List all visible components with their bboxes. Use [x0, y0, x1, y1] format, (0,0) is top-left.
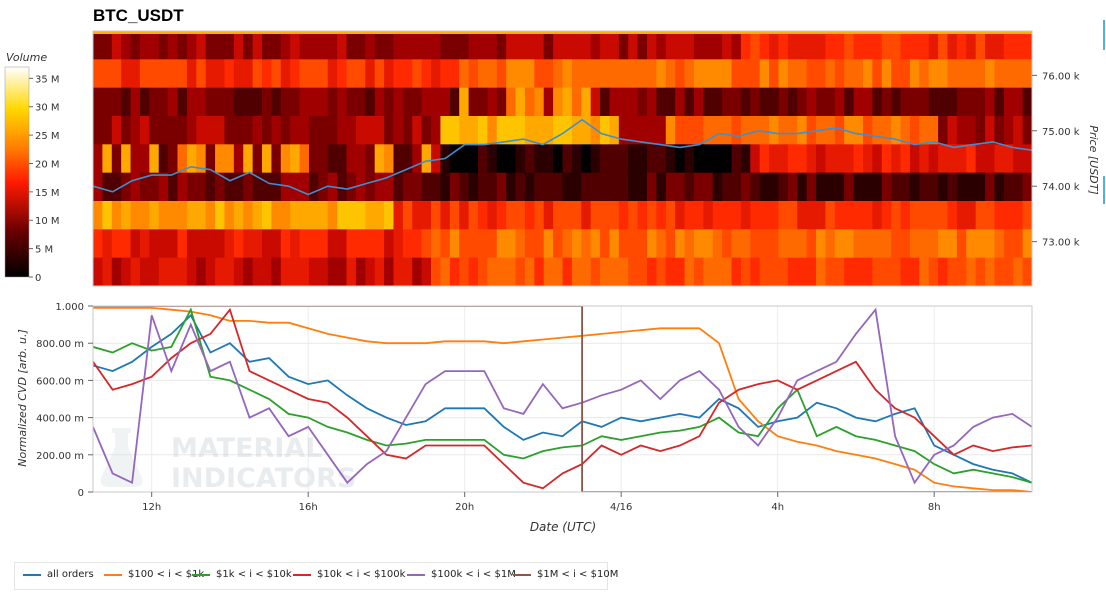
- cvd-series-line: [93, 307, 1032, 485]
- price-tick-label: 73.00 k: [1042, 238, 1080, 249]
- date-axis-label: Date (UTC): [530, 520, 596, 534]
- legend: all orders $100 < i < $1k $1k < i < $10k $1…: [14, 562, 618, 590]
- legend-swatch: [513, 573, 531, 576]
- date-tick-label: 12h: [142, 502, 161, 513]
- cvd-tick-label: 600.00 m: [36, 376, 84, 387]
- colorbar-gradient: [4, 66, 30, 278]
- cvd-axis-label: Normalized CVD [arb. u.]: [16, 329, 29, 467]
- colorbar-tick-label: 10 M: [35, 216, 60, 227]
- colorbar-tick-label: 15 M: [35, 188, 60, 199]
- date-tick-label: 20h: [455, 502, 474, 513]
- price-tick-label: 75.00 k: [1042, 127, 1080, 138]
- legend-label: all orders: [47, 569, 94, 580]
- cvd-tick-label: 0: [78, 488, 84, 499]
- watermark-line2: INDICATORS: [171, 463, 356, 494]
- legend-item[interactable]: $1M < i < $10M: [513, 569, 618, 580]
- legend-label: $1M < i < $10M: [537, 569, 619, 580]
- legend-label: $100 < i < $1k: [128, 569, 205, 580]
- date-tick-label: 8h: [928, 502, 941, 513]
- legend-swatch: [407, 573, 425, 576]
- legend-label: $100k < i < $1M: [431, 569, 516, 580]
- price-line: [93, 118, 1032, 196]
- legend-swatch: [192, 573, 210, 576]
- chart-title: BTC_USDT: [93, 6, 184, 25]
- legend-item[interactable]: $100k < i < $1M: [407, 569, 516, 580]
- colorbar-tick-label: 35 M: [35, 74, 60, 85]
- price-tick-label: 74.00 k: [1042, 182, 1080, 193]
- price-tick-label: 76.00 k: [1042, 71, 1080, 82]
- colorbar: Volume 0 5 M 10 M 15 M 20 M 25 M 30 M 35 M: [4, 51, 60, 284]
- legend-swatch: [293, 573, 311, 576]
- legend-item[interactable]: $100 < i < $1k: [104, 569, 204, 580]
- watermark: MATERIAL INDICATORS: [100, 428, 356, 494]
- legend-item[interactable]: all orders: [23, 569, 94, 580]
- legend-item[interactable]: $10k < i < $100k: [293, 569, 405, 580]
- cvd-series-line: [93, 307, 1032, 490]
- colorbar-tick-label: 25 M: [35, 131, 60, 142]
- legend-swatch: [23, 573, 41, 576]
- date-tick-label: 4/16: [610, 502, 632, 513]
- legend-label: $1k < i < $10k: [216, 569, 292, 580]
- cvd-panel: MATERIAL INDICATORS 0 200.00 m 400.00 m 600…: [16, 302, 1033, 534]
- date-tick-label: 4h: [771, 502, 784, 513]
- legend-label: $10k < i < $100k: [317, 569, 406, 580]
- date-tick-label: 16h: [299, 502, 318, 513]
- colorbar-tick-label: 0: [35, 273, 41, 284]
- legend-swatch: [104, 573, 122, 576]
- cvd-tick-label: 800.00 m: [36, 339, 84, 350]
- price-axis-label: Price [USDT]: [1087, 125, 1100, 194]
- cvd-series-line: [93, 307, 1032, 492]
- cvd-tick-label: 1.000: [55, 302, 84, 313]
- flask-icon: [100, 428, 143, 487]
- colorbar-tick-label: 5 M: [35, 245, 53, 256]
- cvd-series-line: [93, 307, 1032, 484]
- cvd-tick-label: 200.00 m: [36, 451, 84, 462]
- colorbar-tick-label: 30 M: [35, 103, 60, 114]
- cvd-tick-label: 400.00 m: [36, 414, 84, 425]
- legend-item[interactable]: $1k < i < $10k: [192, 569, 292, 580]
- colorbar-tick-label: 20 M: [35, 159, 60, 170]
- watermark-line1: MATERIAL: [171, 433, 322, 464]
- heatmap-panel: 73.00 k 74.00 k 75.00 k 76.00 k Price [USDT…: [92, 20, 1105, 287]
- colorbar-label: Volume: [6, 51, 47, 64]
- cvd-series-line: [93, 313, 1032, 484]
